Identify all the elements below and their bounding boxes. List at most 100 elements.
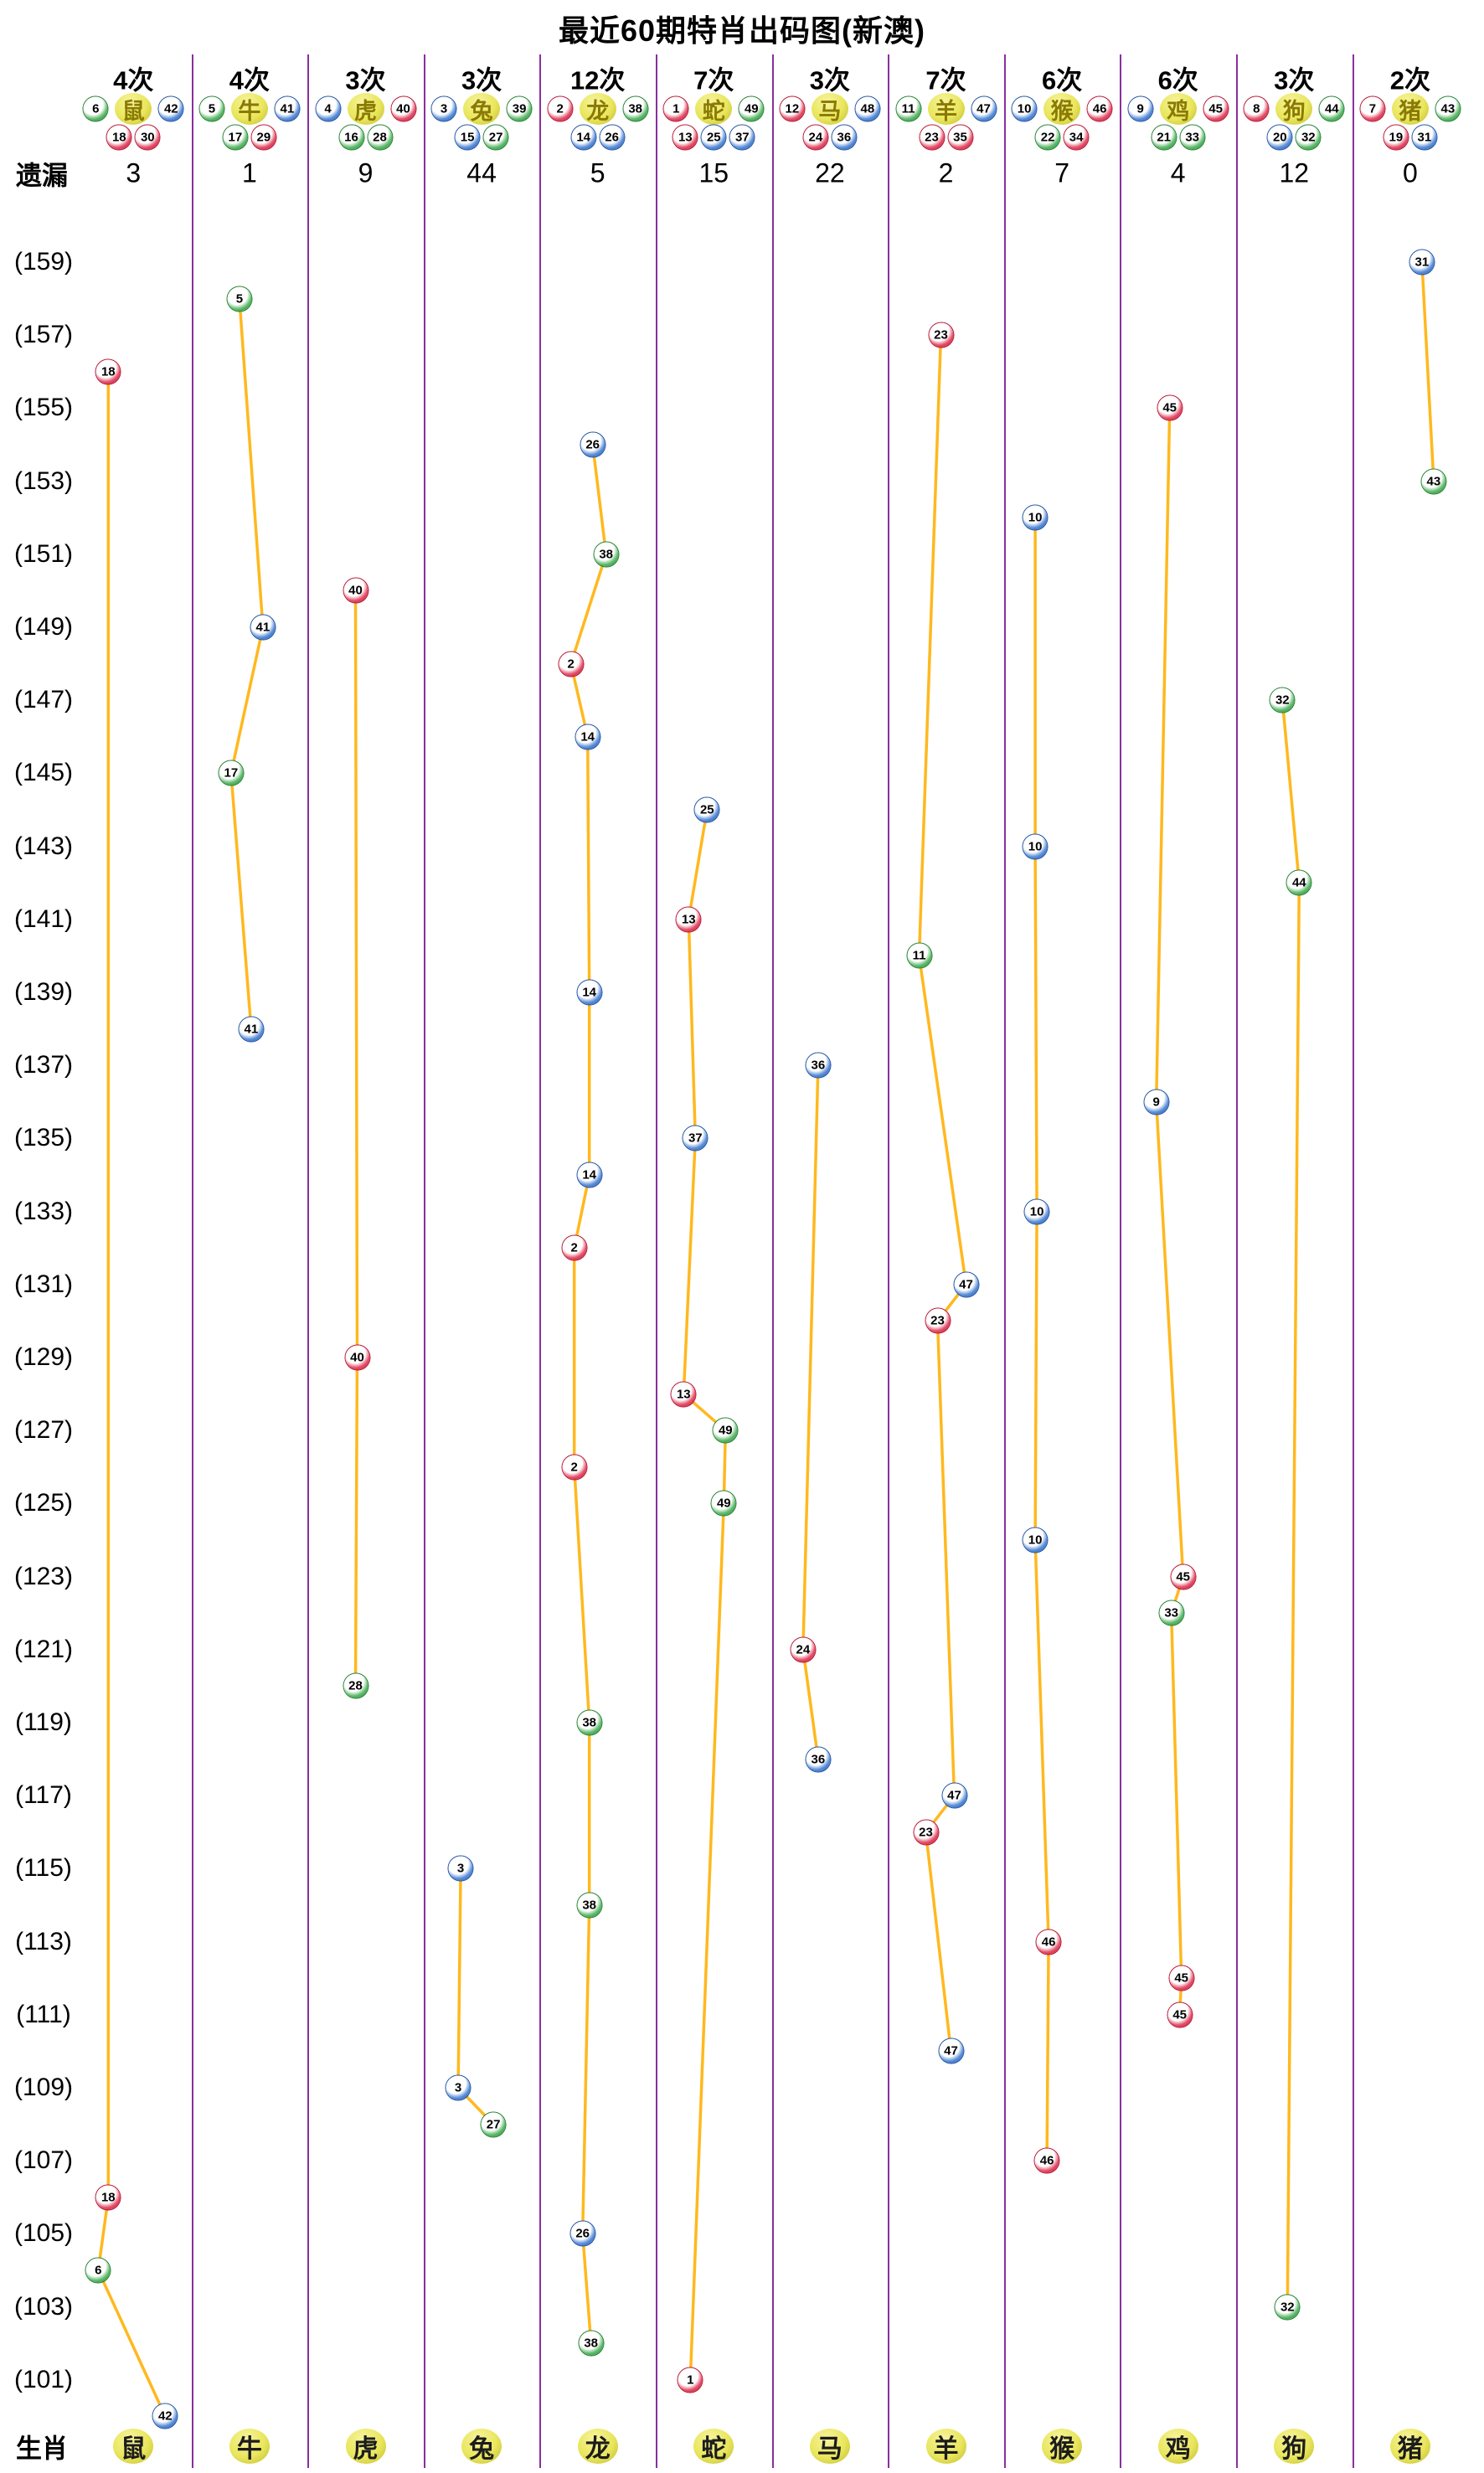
trend-line-11 xyxy=(1420,261,1435,482)
data-ball: 38 xyxy=(594,542,619,567)
column-separator xyxy=(1120,54,1122,2468)
data-ball: 46 xyxy=(1034,2148,1059,2173)
data-ball: 26 xyxy=(580,432,605,457)
data-ball: 32 xyxy=(1275,2295,1300,2320)
data-ball: 25 xyxy=(694,797,719,822)
times-count-label: 3次 xyxy=(345,65,386,95)
data-ball: 36 xyxy=(806,1053,831,1078)
period-tick-label: (121) xyxy=(13,1635,74,1663)
miss-count-value: 15 xyxy=(698,157,729,188)
data-ball: 2 xyxy=(562,1455,587,1480)
trend-line-2 xyxy=(353,590,359,1687)
column-separator xyxy=(307,54,310,2468)
period-tick-label: (143) xyxy=(13,832,74,860)
data-ball: 11 xyxy=(907,943,931,968)
header-ball: 27 xyxy=(483,125,508,150)
period-tick-label: (137) xyxy=(13,1051,74,1079)
data-ball: 44 xyxy=(1286,870,1311,895)
zodiac-header-badge: 猴 xyxy=(1043,93,1081,125)
header-ball: 4 xyxy=(316,96,340,121)
header-ball: 17 xyxy=(223,125,248,150)
miss-count-value: 1 xyxy=(241,157,257,188)
header-ball: 46 xyxy=(1087,96,1112,121)
times-count-label: 6次 xyxy=(1041,65,1083,95)
data-ball: 10 xyxy=(1024,1199,1049,1224)
times-count-label: 3次 xyxy=(809,65,851,95)
header-ball: 2 xyxy=(548,96,573,121)
data-ball: 23 xyxy=(914,1820,938,1845)
period-tick-label: (107) xyxy=(13,2146,74,2175)
data-ball: 14 xyxy=(575,724,600,750)
miss-count-value: 3 xyxy=(126,157,142,188)
data-ball: 41 xyxy=(239,1017,264,1042)
times-count-label: 4次 xyxy=(113,65,154,95)
zodiac-row-label: 生肖 xyxy=(16,2434,68,2464)
data-ball: 49 xyxy=(711,1491,736,1516)
period-tick-label: (127) xyxy=(13,1416,74,1445)
header-ball: 47 xyxy=(971,96,996,121)
times-count-label: 2次 xyxy=(1389,65,1431,95)
zodiac-header-badge: 鼠 xyxy=(115,93,152,125)
header-ball: 35 xyxy=(948,125,972,150)
header-ball: 24 xyxy=(803,125,828,150)
zodiac-bottom-badge: 马 xyxy=(809,2429,850,2464)
zodiac-bottom-badge: 牛 xyxy=(229,2429,270,2464)
data-ball: 40 xyxy=(343,578,368,603)
period-tick-label: (119) xyxy=(15,1708,72,1736)
trend-line-0 xyxy=(96,371,167,2418)
header-ball: 40 xyxy=(391,96,415,121)
header-ball: 13 xyxy=(672,125,698,150)
column-separator xyxy=(423,54,425,2468)
zodiac-bottom-badge: 狗 xyxy=(1274,2429,1315,2464)
data-ball: 10 xyxy=(1023,1528,1048,1553)
header-ball: 1 xyxy=(663,96,688,121)
header-ball: 7 xyxy=(1360,96,1385,121)
times-count-label: 4次 xyxy=(229,65,271,95)
miss-count-value: 44 xyxy=(466,157,497,188)
miss-count-value: 7 xyxy=(1054,157,1069,188)
header-ball: 32 xyxy=(1296,125,1321,150)
trend-line-1 xyxy=(229,298,265,1029)
zodiac-bottom-badge: 猴 xyxy=(1042,2429,1083,2464)
period-tick-label: (147) xyxy=(13,686,74,714)
column-separator xyxy=(191,54,193,2468)
data-ball: 18 xyxy=(95,359,121,384)
period-tick-label: (125) xyxy=(13,1489,74,1517)
miss-count-value: 9 xyxy=(358,157,374,188)
data-ball: 41 xyxy=(250,615,276,640)
period-tick-label: (129) xyxy=(13,1343,74,1371)
header-ball: 25 xyxy=(701,125,726,150)
header-ball: 37 xyxy=(729,125,755,150)
data-ball: 13 xyxy=(676,907,701,932)
header-ball: 20 xyxy=(1267,125,1292,150)
header-ball: 23 xyxy=(920,125,944,150)
header-ball: 49 xyxy=(739,96,764,121)
data-ball: 33 xyxy=(1159,1600,1184,1625)
data-ball: 13 xyxy=(671,1382,696,1407)
header-ball: 14 xyxy=(571,125,596,150)
header-ball: 29 xyxy=(251,125,276,150)
period-tick-label: (159) xyxy=(13,248,74,276)
column-separator xyxy=(539,54,542,2468)
trend-line-10 xyxy=(1280,700,1301,2307)
zodiac-header-badge: 龙 xyxy=(579,93,616,125)
header-ball: 6 xyxy=(83,96,108,121)
header-ball: 42 xyxy=(158,96,183,121)
data-ball: 18 xyxy=(95,2185,121,2210)
trend-line-4 xyxy=(569,444,608,2344)
period-tick-label: (151) xyxy=(13,539,74,568)
data-ball: 49 xyxy=(713,1418,738,1443)
data-ball: 38 xyxy=(577,1710,602,1735)
data-ball: 2 xyxy=(559,652,584,677)
data-ball: 45 xyxy=(1169,1966,1194,1991)
period-tick-label: (111) xyxy=(16,2000,71,2028)
period-tick-label: (103) xyxy=(13,2292,74,2321)
data-ball: 10 xyxy=(1023,834,1048,859)
period-tick-label: (117) xyxy=(15,1781,72,1810)
period-tick-label: (139) xyxy=(13,978,74,1006)
data-ball: 31 xyxy=(1409,250,1435,275)
times-count-label: 3次 xyxy=(1274,65,1315,95)
data-ball: 23 xyxy=(925,1308,950,1333)
period-tick-label: (135) xyxy=(13,1124,74,1152)
zodiac-bottom-badge: 龙 xyxy=(577,2429,618,2464)
